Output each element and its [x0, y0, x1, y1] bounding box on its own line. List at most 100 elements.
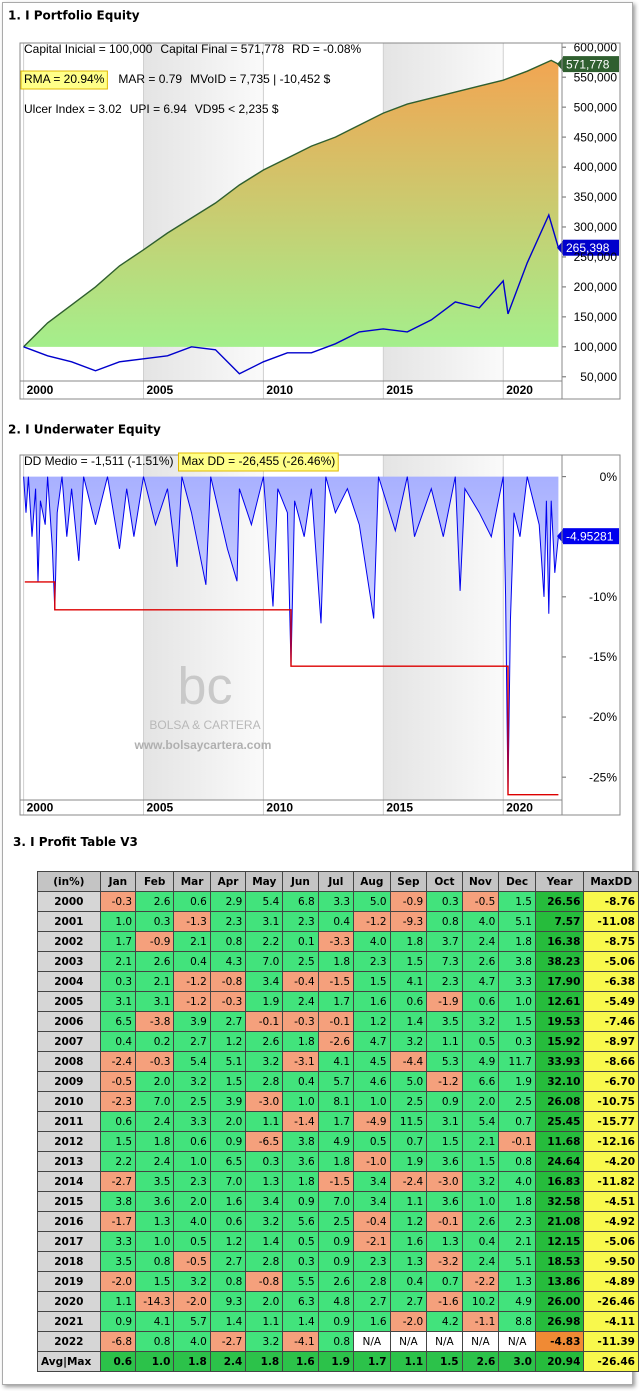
annotation: RD = -0.08% [292, 42, 361, 56]
table-cell: -1.5 [317, 1171, 355, 1192]
table-cell: 2000 [37, 891, 101, 912]
annotation: DD Medio = -1,511 (-1.51%) [24, 454, 174, 468]
table-cell: 4.1 [135, 1311, 175, 1332]
table-cell: 3.4 [245, 1191, 284, 1212]
highlight-box [178, 452, 339, 472]
table-cell: -8.97 [583, 1031, 639, 1052]
y-tick-label: 300,000 [574, 220, 618, 234]
table-cell: 2.7 [353, 1291, 391, 1312]
table-cell: 1.6 [353, 1311, 391, 1332]
table-cell: 0.5 [173, 1231, 211, 1252]
table-row: 2011 0.6 2.4 3.3 2.0 1.1 -1.4 1.7 -4.9 11.5 3.1 5.4… [37, 1111, 639, 1132]
y-tick-label: 150,000 [574, 310, 618, 324]
table-cell: 2011 [37, 1111, 101, 1132]
table-cell: 2014 [37, 1171, 101, 1192]
table-cell: 2.7 [209, 1011, 247, 1032]
value-label: -4.95281 [566, 529, 614, 543]
table-cell: 1.0 [461, 1191, 500, 1212]
table-cell: 1.0 [353, 1091, 391, 1112]
table-cell: N/A [353, 1331, 391, 1352]
table-cell: 0.8 [209, 1271, 247, 1292]
table-cell: 2.5 [389, 1091, 428, 1112]
table-cell: 2020 [37, 1291, 101, 1312]
table-cell: 3.6 [282, 1151, 319, 1172]
table-cell: -3.8 [135, 1011, 175, 1032]
table-cell: 0.7 [426, 1271, 463, 1292]
table-cell: -4.4 [389, 1051, 428, 1072]
x-tick-label: 2010 [266, 801, 293, 815]
table-cell: 2.1 [99, 951, 137, 972]
table-cell: -3.0 [426, 1171, 463, 1192]
table-cell: 2.8 [353, 1271, 391, 1292]
table-row: 2009 -0.5 2.0 3.2 1.5 2.8 0.4 5.7 4.6 5.0 -1.2 6.6 1… [37, 1071, 639, 1092]
table-cell: 5.3 [426, 1051, 463, 1072]
table-cell: 2003 [37, 951, 101, 972]
table-cell: -10.75 [583, 1091, 639, 1112]
highlight-box [20, 70, 108, 90]
table-cell: -2.0 [99, 1271, 137, 1292]
table-cell: 2.8 [245, 1071, 284, 1092]
x-tick-label: 2020 [506, 801, 533, 815]
table-cell: Jun [282, 871, 319, 892]
table-cell: 0.5 [353, 1131, 391, 1152]
table-cell: 0.6 [99, 1351, 137, 1372]
table-cell: 4.6 [353, 1071, 391, 1092]
table-cell: 13.86 [534, 1271, 585, 1292]
table-cell: 2.4 [461, 931, 500, 952]
table-cell: -0.5 [99, 1071, 137, 1092]
y-tick-label: 50,000 [580, 370, 617, 384]
table-cell: 0.8 [317, 1331, 355, 1352]
table-cell: 1.2 [389, 1211, 428, 1232]
table-cell: 3.6 [426, 1191, 463, 1212]
table-cell: 7.0 [135, 1091, 175, 1112]
table-row: 2002 1.7 -0.9 2.1 0.8 2.2 0.1 -3.3 4.0 1.8 3.7 2.4 1… [37, 931, 639, 952]
table-cell: 0.7 [498, 1111, 536, 1132]
table-cell: 26.98 [534, 1311, 585, 1332]
table-cell: 3.1 [135, 991, 175, 1012]
table-cell: 1.9 [245, 991, 284, 1012]
table-cell: -0.9 [135, 931, 175, 952]
table-cell: 1.0 [135, 1231, 175, 1252]
table-cell: 1.3 [245, 1171, 284, 1192]
table-cell: 2.2 [245, 931, 284, 952]
table-cell: 2009 [37, 1071, 101, 1092]
table-cell: -0.3 [135, 1051, 175, 1072]
table-cell: -2.1 [353, 1231, 391, 1252]
annotation: Ulcer Index = 3.02 [24, 102, 122, 116]
chart-frame [19, 42, 621, 400]
y-tick-label: 400,000 [574, 160, 618, 174]
annotation: Capital Final = 571,778 [160, 42, 284, 56]
table-cell: 8.8 [498, 1311, 536, 1332]
table-cell: 5.1 [209, 1051, 247, 1072]
table-cell: -7.46 [583, 1011, 639, 1032]
table-cell: 0.9 [209, 1131, 247, 1152]
annotation: Max DD = -26,455 (-26.46%) [182, 454, 336, 468]
table-cell: -5.06 [583, 1231, 639, 1252]
table-row: 2013 2.2 2.4 1.0 6.5 0.3 3.6 1.8 -1.0 1.9 3.6 1.5 0.… [37, 1151, 639, 1172]
table-cell: -4.20 [583, 1151, 639, 1172]
table-cell: -4.89 [583, 1271, 639, 1292]
table-cell: 5.4 [173, 1051, 211, 1072]
table-cell: 1.6 [389, 1231, 428, 1252]
table-cell: -1.1 [461, 1311, 500, 1332]
table-cell: 32.10 [534, 1071, 585, 1092]
table-cell: 0.6 [461, 991, 500, 1012]
annotation: UPI = 6.94 [130, 102, 187, 116]
table-cell: 2015 [37, 1191, 101, 1212]
table-cell: 3.2 [461, 1171, 500, 1192]
table-cell: 10.2 [461, 1291, 500, 1312]
table-cell: Oct [426, 871, 463, 892]
table-cell: 2.6 [135, 891, 175, 912]
table-cell: 7.57 [534, 911, 585, 932]
table-cell: 1.0 [173, 1151, 211, 1172]
table-cell: Jul [317, 871, 355, 892]
annotation: RMA = 20.94% [24, 72, 105, 86]
table-cell: 3.8 [282, 1131, 319, 1152]
table-cell: 3.6 [135, 1191, 175, 1212]
table-cell: 1.8 [282, 1171, 319, 1192]
table-cell: 1.9 [498, 1071, 536, 1092]
table-cell: -3.1 [282, 1051, 319, 1072]
table-cell: -1.5 [317, 971, 355, 992]
table-cell: -1.2 [426, 1071, 463, 1092]
table-cell: 2004 [37, 971, 101, 992]
